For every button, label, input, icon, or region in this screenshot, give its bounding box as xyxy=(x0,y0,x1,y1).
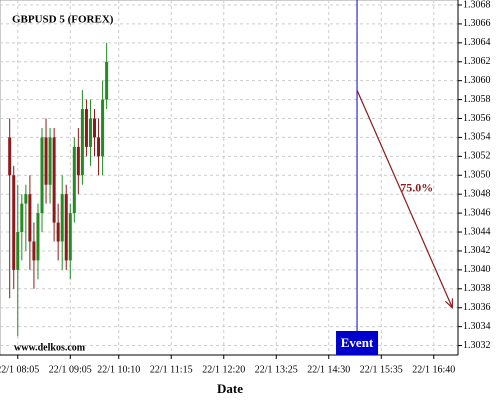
y-tick-label: 1.3056 xyxy=(463,113,491,124)
x-tick-label: 22/1 12:20 xyxy=(202,364,245,375)
x-axis-label: Date xyxy=(217,381,243,396)
y-tick-label: 1.3068 xyxy=(463,0,491,10)
x-tick-label: 22/1 15:35 xyxy=(360,364,403,375)
y-tick-label: 1.3032 xyxy=(463,340,491,351)
y-tick-label: 1.3048 xyxy=(463,188,491,199)
candle-body xyxy=(72,146,76,214)
watermark: www.delkos.com xyxy=(14,342,86,353)
candle-body xyxy=(101,99,105,157)
candle-body xyxy=(16,232,20,270)
candle-body xyxy=(60,194,64,242)
x-tick-label: 22/1 11:15 xyxy=(150,364,193,375)
candle-body xyxy=(80,109,84,176)
candle-body xyxy=(32,241,36,261)
x-tick-label: 22/1 08:05 xyxy=(0,364,39,375)
candle-body xyxy=(8,137,12,176)
candle-body xyxy=(93,118,97,138)
y-tick-label: 1.3054 xyxy=(463,132,491,143)
chart-title: GBPUSD 5 (FOREX) xyxy=(12,14,114,26)
forecast-arrow xyxy=(356,89,452,308)
y-tick-label: 1.3058 xyxy=(463,94,491,105)
candle-body xyxy=(68,213,72,261)
candle-body xyxy=(44,137,48,185)
candle-body xyxy=(105,61,109,100)
y-tick-label: 1.3034 xyxy=(463,321,491,332)
candle-body xyxy=(20,203,24,233)
x-tick-label: 22/1 14:30 xyxy=(307,364,350,375)
plot-area xyxy=(0,0,459,356)
x-tick-label: 22/1 10:10 xyxy=(97,364,140,375)
grid xyxy=(0,0,458,355)
y-tick-label: 1.3038 xyxy=(463,283,491,294)
y-tick-label: 1.3064 xyxy=(463,37,491,48)
y-tick-label: 1.3046 xyxy=(463,207,491,218)
candle-body xyxy=(64,194,68,261)
candle-body xyxy=(24,194,28,204)
candle-body xyxy=(76,146,80,176)
candle-body xyxy=(88,118,92,147)
y-tick-label: 1.3066 xyxy=(463,18,491,29)
candle-body xyxy=(56,222,60,242)
y-tick-label: 1.3036 xyxy=(463,302,491,313)
y-tick-label: 1.3050 xyxy=(463,170,491,181)
y-tick-label: 1.3042 xyxy=(463,245,491,256)
candle-body xyxy=(48,137,52,185)
x-tick-label: 22/1 16:40 xyxy=(412,364,455,375)
y-tick-label: 1.3040 xyxy=(463,264,491,275)
candle-body xyxy=(12,175,16,270)
y-tick-label: 1.3052 xyxy=(463,151,491,162)
candle-body xyxy=(97,137,101,157)
forecast-label: 75.0% xyxy=(400,181,433,195)
x-tick-label: 22/1 13:25 xyxy=(255,364,298,375)
candle-body xyxy=(52,137,56,223)
candle-body xyxy=(40,137,44,214)
candle-body xyxy=(84,109,88,147)
marks xyxy=(8,42,109,337)
event-label: Event xyxy=(341,335,374,350)
y-tick-label: 1.3062 xyxy=(463,56,491,67)
candle-body xyxy=(28,194,32,242)
y-tick-label: 1.3044 xyxy=(463,226,491,237)
candle-body xyxy=(36,213,40,261)
x-tick-label: 22/1 09:05 xyxy=(49,364,92,375)
event-box xyxy=(336,331,379,355)
y-tick-label: 1.3060 xyxy=(463,75,491,86)
